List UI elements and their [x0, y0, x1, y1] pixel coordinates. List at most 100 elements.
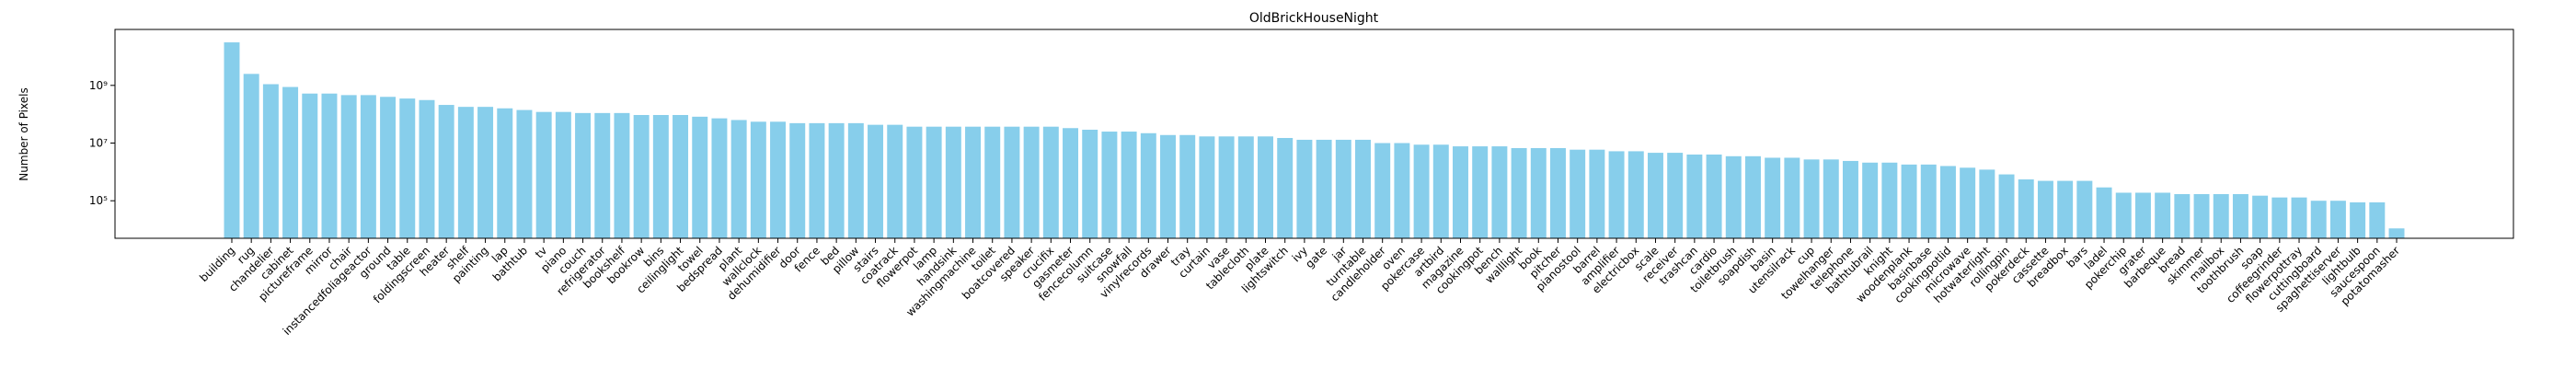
bar [1335, 139, 1351, 238]
bar [1258, 136, 1273, 238]
bar [1453, 146, 1468, 238]
bar [2271, 197, 2288, 238]
bar [243, 74, 259, 238]
plot-frame [114, 29, 2514, 239]
bar [1277, 137, 1294, 238]
bar [1063, 128, 1078, 238]
bar [2329, 201, 2346, 238]
bar [1881, 162, 1898, 238]
bar [2213, 193, 2229, 238]
bar [1023, 126, 1040, 238]
bar [438, 105, 454, 238]
bar [984, 126, 1001, 238]
bar [1765, 157, 1781, 238]
bar [1550, 147, 1566, 238]
bar [1823, 159, 1839, 238]
bar [2369, 201, 2386, 238]
bar [262, 84, 279, 238]
bar [2096, 187, 2112, 238]
bar [1432, 144, 1449, 238]
bar [535, 111, 552, 238]
bar [1199, 136, 1215, 238]
bar [1530, 147, 1547, 238]
bar [282, 86, 299, 238]
bar [770, 121, 787, 238]
bar [906, 126, 923, 238]
y-tick-label: 10⁹ [89, 79, 108, 92]
y-axis-label: Number of Pixels [17, 87, 30, 180]
bar [2350, 201, 2366, 238]
bar [1570, 149, 1586, 238]
bar [1960, 167, 1976, 238]
bar [1842, 160, 1858, 238]
bar [1374, 143, 1391, 238]
bar [673, 114, 689, 238]
bar [1237, 136, 1254, 238]
bar [1511, 147, 1527, 238]
bar [2037, 180, 2053, 238]
bar [340, 95, 357, 238]
bar [692, 116, 708, 239]
bar [575, 112, 592, 239]
bar [1725, 155, 1742, 238]
bar [1394, 143, 1410, 238]
bar [224, 42, 240, 239]
bar [1744, 155, 1761, 238]
bar [965, 126, 982, 238]
bar [2155, 192, 2171, 238]
bar [1608, 151, 1625, 238]
bar [2076, 180, 2093, 238]
bar [1627, 151, 1644, 238]
bar [2134, 192, 2151, 238]
y-tick-label: 10⁷ [89, 137, 108, 150]
bar [730, 120, 747, 238]
bar [1686, 154, 1703, 238]
bar [1101, 132, 1118, 238]
bar [477, 107, 494, 238]
bar [302, 93, 318, 238]
bar [497, 108, 513, 238]
bar [380, 97, 397, 238]
bar [1082, 130, 1098, 238]
bar [1042, 126, 1059, 238]
bar [887, 124, 903, 238]
bar [1920, 164, 1937, 238]
bar [457, 107, 474, 238]
bar [1121, 132, 1137, 238]
bar [652, 114, 669, 238]
bar [2252, 195, 2269, 238]
bar [2388, 228, 2405, 238]
bar [633, 114, 650, 238]
bar [809, 122, 825, 238]
bar [1862, 162, 1879, 238]
bar [1706, 154, 1722, 238]
bar [2057, 180, 2074, 238]
bar [1413, 144, 1430, 238]
bar [2232, 193, 2248, 238]
bar [1667, 153, 1684, 238]
bar [1218, 136, 1235, 238]
bar [1589, 149, 1605, 238]
bar [926, 126, 942, 238]
bar [2310, 201, 2327, 238]
bar [1979, 169, 1995, 238]
bar [321, 93, 338, 238]
bar [1998, 174, 2015, 238]
bar [1939, 166, 1956, 238]
bar [2018, 178, 2034, 238]
bar [789, 122, 806, 238]
bar [1784, 157, 1800, 238]
bar [399, 98, 416, 238]
bar [360, 95, 376, 238]
bar [1901, 164, 1917, 238]
bar [614, 112, 630, 239]
bar [419, 99, 435, 238]
bar [594, 112, 611, 239]
bar [1179, 134, 1196, 238]
bar [2174, 193, 2191, 238]
bar [1647, 153, 1663, 238]
x-tick-label: building [197, 244, 237, 284]
bar [1140, 132, 1156, 238]
bar [1004, 126, 1020, 238]
bar [516, 109, 533, 238]
